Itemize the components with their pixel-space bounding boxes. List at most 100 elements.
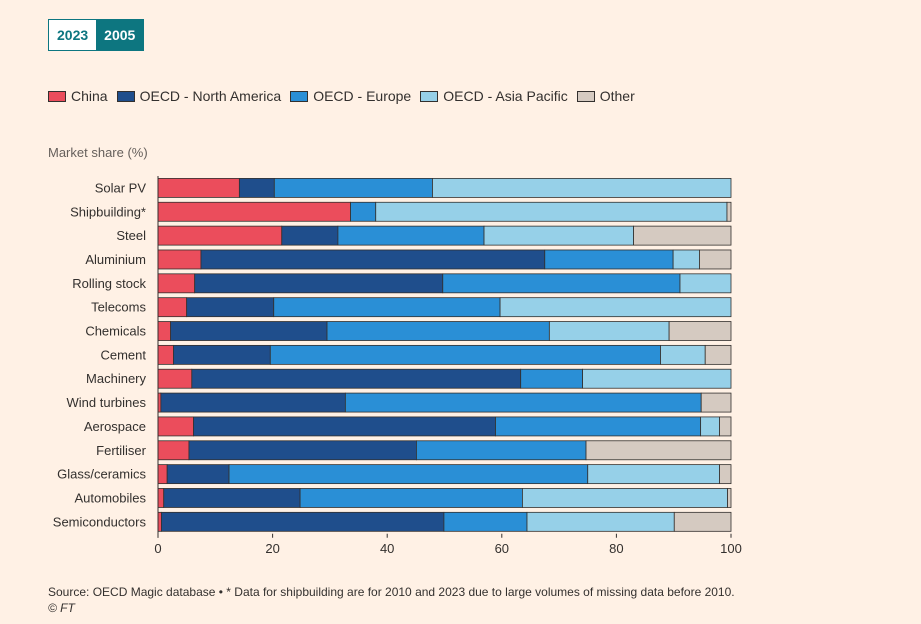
bar-machinery-oecd-north-america bbox=[191, 368, 522, 389]
bar-aluminium-oecd-asia-pacific bbox=[672, 249, 700, 270]
category-label-telecoms: Telecoms bbox=[91, 300, 146, 315]
category-label-cement: Cement bbox=[100, 347, 146, 362]
bar-automobiles-oecd-asia-pacific bbox=[522, 488, 728, 508]
bar-chemicals-other bbox=[668, 321, 732, 341]
bar-solar-pv-china bbox=[157, 178, 240, 198]
bar-aluminium-oecd-europe bbox=[544, 249, 674, 270]
category-label-machinery: Machinery bbox=[86, 371, 146, 386]
bar-solar-pv-oecd-north-america bbox=[238, 178, 275, 198]
bar-shipbuilding-oecd-asia-pacific bbox=[375, 201, 728, 222]
bar-fertiliser-oecd-europe bbox=[416, 440, 587, 461]
bar-aerospace-oecd-europe bbox=[495, 416, 702, 437]
category-label-fertiliser: Fertiliser bbox=[96, 443, 147, 458]
legend-label-other: Other bbox=[599, 88, 635, 104]
bar-chemicals-oecd-north-america bbox=[170, 321, 328, 341]
bar-semiconductors-oecd-asia-pacific bbox=[526, 511, 675, 532]
bar-glass-ceramics-other bbox=[719, 464, 732, 485]
x-tick-label-100: 100 bbox=[720, 541, 742, 556]
x-axis: 0 20 40 60 80 100 bbox=[154, 176, 742, 556]
category-labels: Solar PV Shipbuilding* Steel Aluminium Rolli… bbox=[53, 180, 147, 529]
ft-credit: © FT bbox=[48, 601, 75, 615]
bar-semiconductors-china bbox=[157, 511, 162, 532]
bar-chemicals-oecd-asia-pacific bbox=[548, 321, 670, 341]
bar-machinery-china bbox=[157, 368, 193, 389]
bar-fertiliser-other bbox=[585, 440, 732, 461]
bar-chemicals-oecd-europe bbox=[326, 321, 550, 341]
legend-item-north-america: OECD - North America bbox=[116, 88, 281, 104]
bar-solar-pv-oecd-asia-pacific bbox=[432, 178, 732, 198]
bar-aluminium-oecd-north-america bbox=[200, 249, 546, 270]
bar-telecoms-china bbox=[157, 297, 188, 318]
bar-machinery-oecd-asia-pacific bbox=[582, 368, 732, 389]
bar-wind-turbines-oecd-europe bbox=[344, 392, 702, 413]
bar-rolling-stock-oecd-north-america bbox=[194, 273, 444, 294]
bar-wind-turbines-oecd-north-america bbox=[160, 392, 346, 413]
bar-shipbuilding-other bbox=[726, 201, 732, 222]
bar-aerospace-china bbox=[157, 416, 194, 437]
legend-item-europe: OECD - Europe bbox=[290, 88, 411, 104]
x-tick-label-20: 20 bbox=[265, 541, 279, 556]
category-label-wind-turbines: Wind turbines bbox=[67, 395, 147, 410]
chart-legend: China OECD - North America OECD - Europe… bbox=[48, 88, 635, 104]
year-2023-button[interactable]: 2023 bbox=[49, 20, 97, 50]
bar-cement-china bbox=[157, 344, 174, 365]
axis-title: Market share (%) bbox=[48, 145, 148, 160]
legend-swatch-europe bbox=[290, 90, 309, 102]
bar-semiconductors-other bbox=[673, 511, 732, 532]
source-text: Source: OECD Magic database • * Data for… bbox=[48, 585, 735, 599]
bar-chemicals-china bbox=[157, 321, 172, 341]
bar-shipbuilding-china bbox=[157, 201, 351, 222]
x-tick-label-60: 60 bbox=[495, 541, 509, 556]
legend-swatch-other bbox=[576, 90, 595, 102]
bar-automobiles-oecd-north-america bbox=[163, 488, 301, 508]
bar-fertiliser-oecd-north-america bbox=[188, 440, 417, 461]
bar-aerospace-oecd-north-america bbox=[193, 416, 496, 437]
bar-fertiliser-china bbox=[157, 440, 190, 461]
category-label-semiconductors: Semiconductors bbox=[53, 514, 147, 529]
category-label-chemicals: Chemicals bbox=[85, 324, 146, 339]
category-label-automobiles: Automobiles bbox=[74, 490, 146, 505]
legend-label-europe: OECD - Europe bbox=[313, 88, 412, 104]
bar-rolling-stock-oecd-asia-pacific bbox=[679, 273, 732, 294]
bar-aerospace-other bbox=[719, 416, 732, 437]
bar-cement-oecd-asia-pacific bbox=[660, 344, 706, 365]
bar-automobiles-china bbox=[157, 488, 165, 508]
bar-rolling-stock-china bbox=[157, 273, 196, 294]
bar-solar-pv-oecd-europe bbox=[273, 178, 433, 198]
bar-cement-other bbox=[704, 344, 732, 365]
bar-aluminium-china bbox=[157, 249, 202, 270]
bar-group bbox=[157, 178, 732, 532]
bar-automobiles-other bbox=[727, 488, 732, 508]
legend-swatch-asia-pacific bbox=[420, 90, 439, 102]
x-tick-label-0: 0 bbox=[154, 541, 161, 556]
legend-item-other: Other bbox=[576, 88, 635, 104]
category-label-aluminium: Aluminium bbox=[85, 252, 146, 267]
bar-wind-turbines-other bbox=[700, 392, 732, 413]
bar-telecoms-oecd-asia-pacific bbox=[499, 297, 732, 318]
legend-swatch-north-america bbox=[116, 90, 135, 102]
bar-glass-ceramics-china bbox=[157, 464, 168, 485]
category-label-solar-pv: Solar PV bbox=[95, 180, 147, 195]
bar-glass-ceramics-oecd-asia-pacific bbox=[587, 464, 720, 485]
category-label-shipbuilding: Shipbuilding* bbox=[70, 204, 146, 219]
bar-steel-oecd-asia-pacific bbox=[483, 225, 634, 246]
bar-cement-oecd-europe bbox=[269, 344, 661, 365]
x-tick-label-80: 80 bbox=[609, 541, 623, 556]
bar-telecoms-oecd-europe bbox=[273, 297, 501, 318]
bar-shipbuilding-oecd-europe bbox=[350, 201, 377, 222]
bar-machinery-oecd-europe bbox=[520, 368, 583, 389]
bar-glass-ceramics-oecd-europe bbox=[228, 464, 589, 485]
bar-telecoms-oecd-north-america bbox=[186, 297, 275, 318]
category-label-aerospace: Aerospace bbox=[84, 419, 146, 434]
bar-aerospace-oecd-asia-pacific bbox=[700, 416, 720, 437]
bar-semiconductors-oecd-europe bbox=[443, 511, 528, 532]
year-2005-button[interactable]: 2005 bbox=[96, 20, 144, 50]
bar-cement-oecd-north-america bbox=[173, 344, 271, 365]
legend-swatch-china bbox=[48, 90, 66, 102]
bar-steel-oecd-europe bbox=[337, 225, 485, 246]
x-tick-label-40: 40 bbox=[380, 541, 394, 556]
legend-label-china: China bbox=[71, 88, 108, 104]
source-note: Source: OECD Magic database • * Data for… bbox=[48, 584, 735, 616]
legend-item-asia-pacific: OECD - Asia Pacific bbox=[420, 88, 568, 104]
